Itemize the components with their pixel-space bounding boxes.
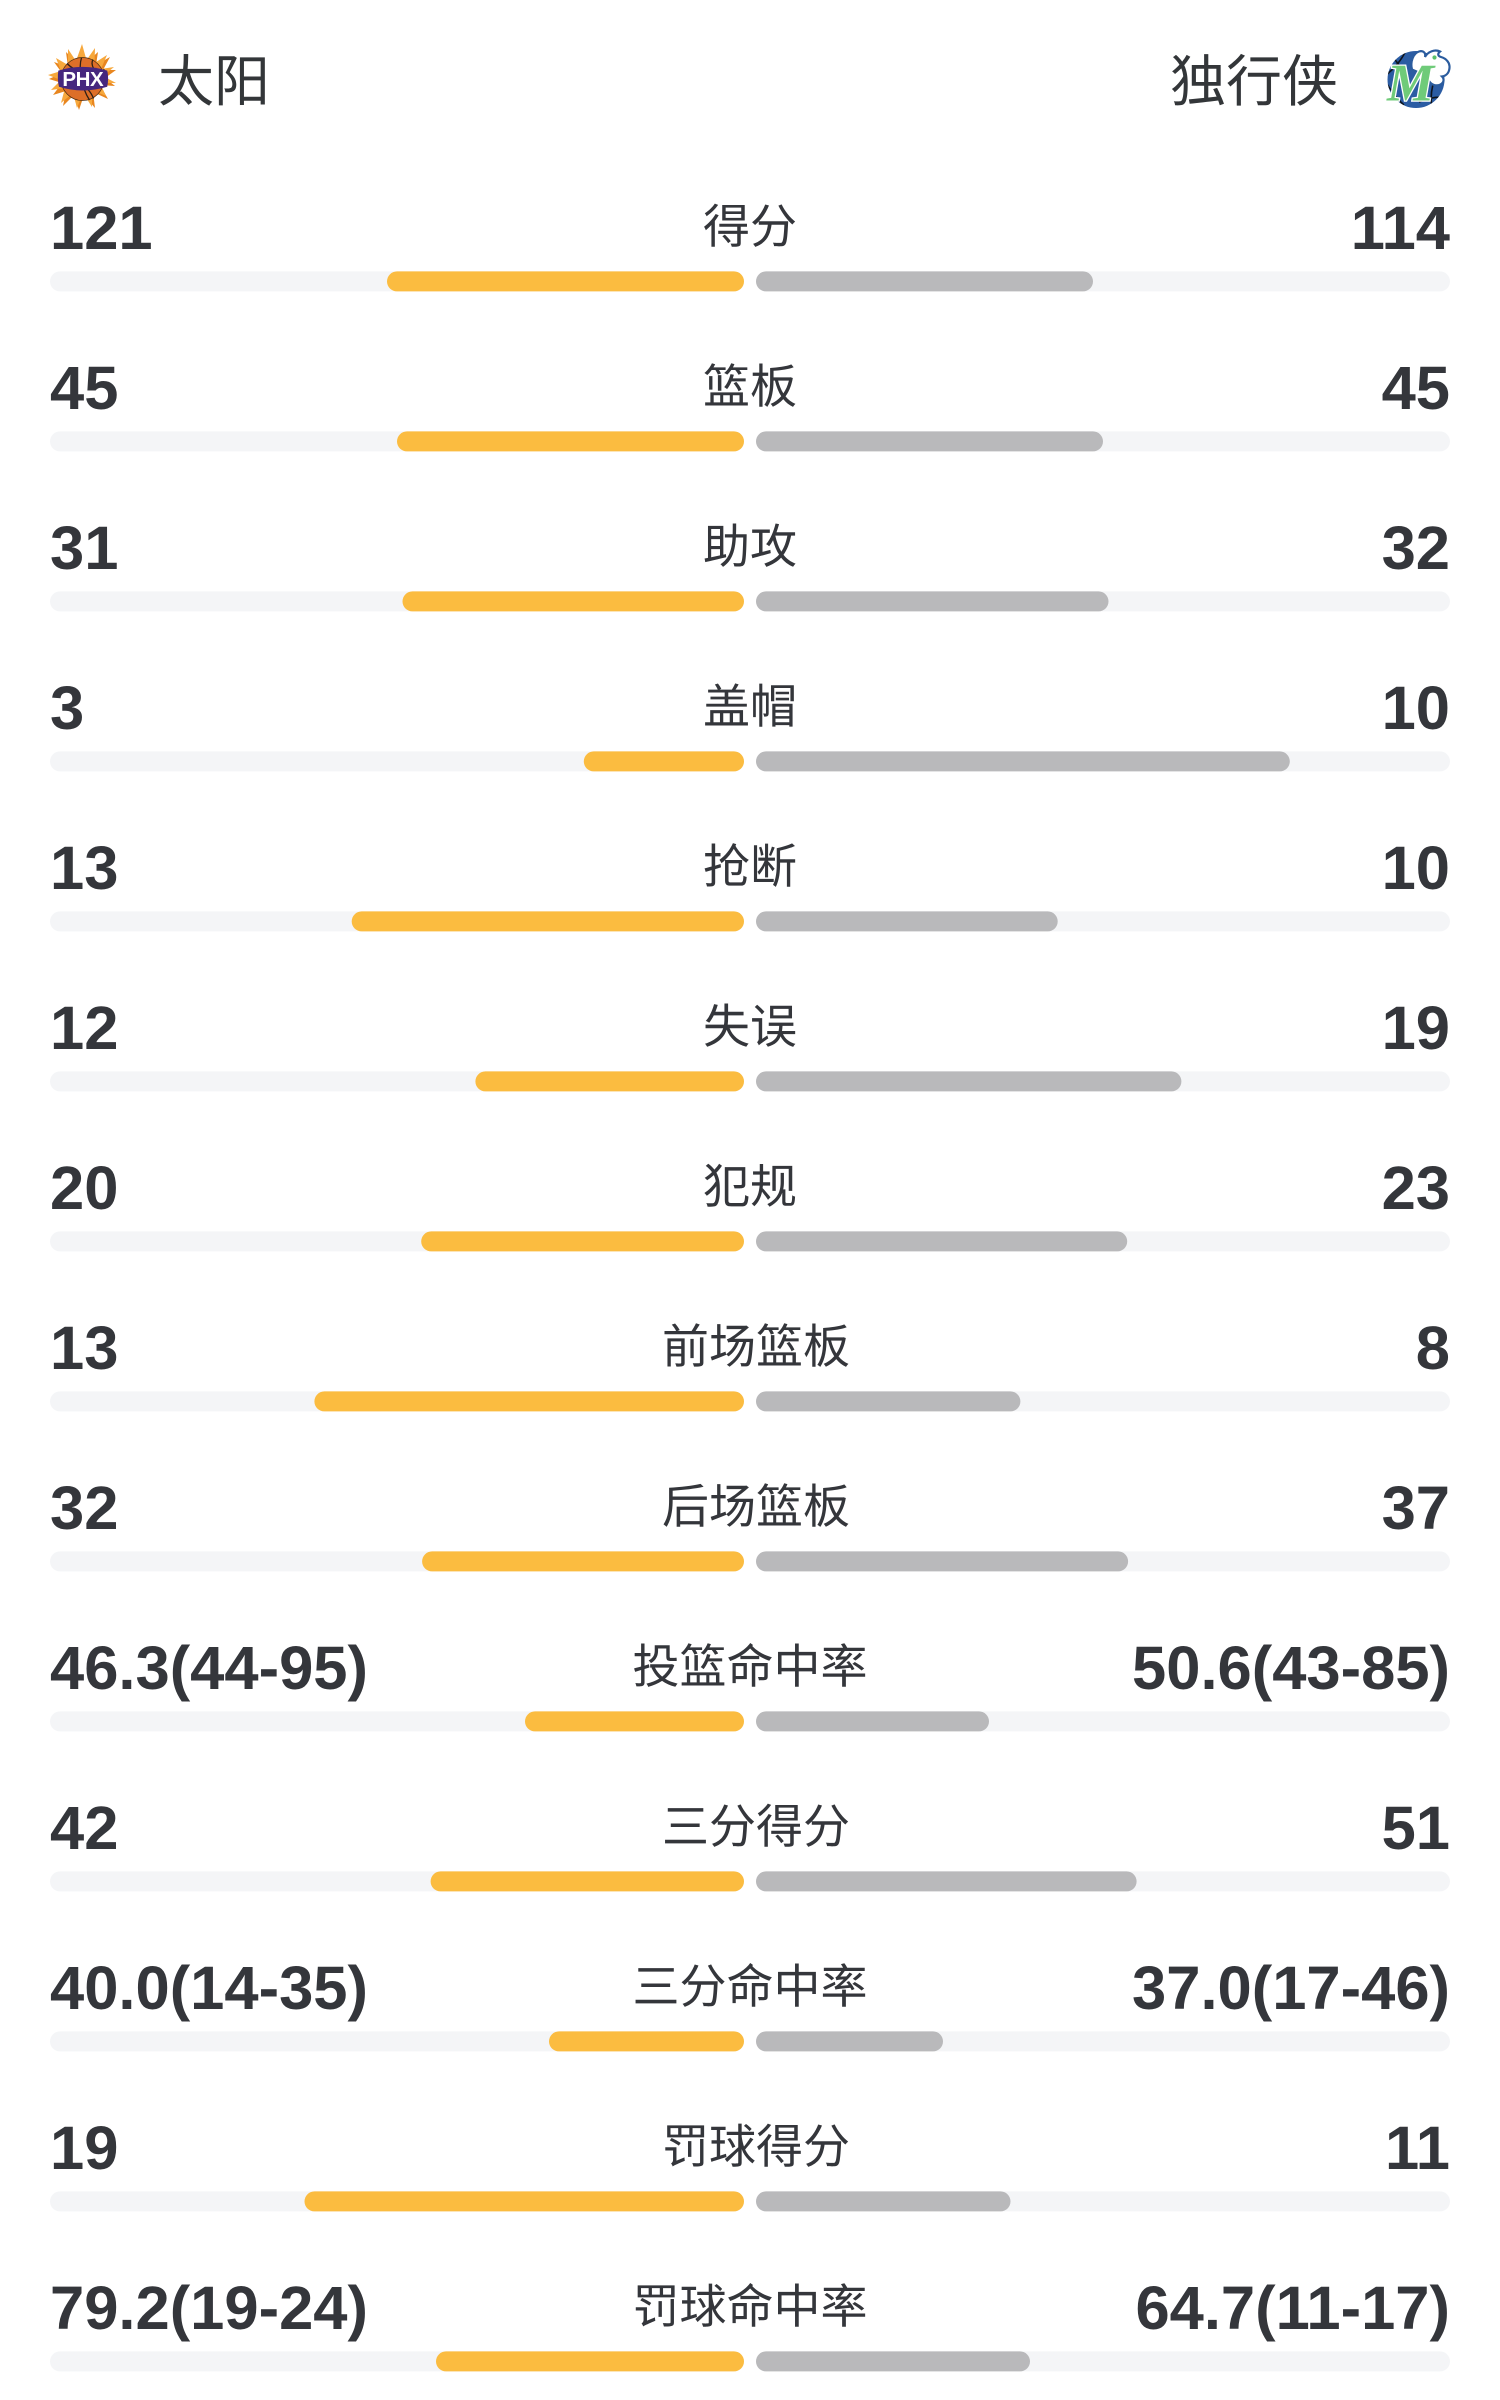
- svg-text:32: 32: [1382, 514, 1450, 583]
- svg-text:79.2(19-24): 79.2(19-24): [50, 2274, 368, 2343]
- svg-text:42: 42: [50, 1794, 118, 1863]
- svg-text:50.6(43-85): 50.6(43-85): [1132, 1634, 1450, 1703]
- svg-text:M: M: [1386, 55, 1436, 113]
- svg-text:20: 20: [50, 1154, 118, 1223]
- svg-text:45: 45: [1382, 354, 1450, 423]
- svg-text:11: 11: [1385, 2114, 1450, 2183]
- svg-text:8: 8: [1416, 1314, 1450, 1383]
- svg-text:10: 10: [1382, 674, 1450, 743]
- svg-text:PHX: PHX: [62, 68, 104, 91]
- svg-text:19: 19: [50, 2114, 118, 2183]
- svg-text:3: 3: [50, 674, 84, 743]
- svg-text:114: 114: [1351, 194, 1450, 263]
- svg-text:40.0(14-35): 40.0(14-35): [50, 1954, 368, 2023]
- svg-text:13: 13: [50, 1314, 118, 1383]
- svg-text:12: 12: [50, 994, 118, 1063]
- svg-text:19: 19: [1382, 994, 1450, 1063]
- svg-text:23: 23: [1382, 1154, 1450, 1223]
- svg-text:37.0(17-46): 37.0(17-46): [1132, 1954, 1450, 2023]
- svg-text:45: 45: [50, 354, 118, 423]
- svg-text:64.7(11-17): 64.7(11-17): [1135, 2274, 1450, 2343]
- svg-text:51: 51: [1382, 1794, 1450, 1863]
- svg-text:13: 13: [50, 834, 118, 903]
- svg-text:46.3(44-95): 46.3(44-95): [50, 1634, 368, 1703]
- svg-text:31: 31: [50, 514, 118, 583]
- svg-text:10: 10: [1382, 834, 1450, 903]
- svg-text:121: 121: [50, 194, 153, 263]
- svg-text:32: 32: [50, 1474, 118, 1543]
- svg-text:37: 37: [1382, 1474, 1450, 1543]
